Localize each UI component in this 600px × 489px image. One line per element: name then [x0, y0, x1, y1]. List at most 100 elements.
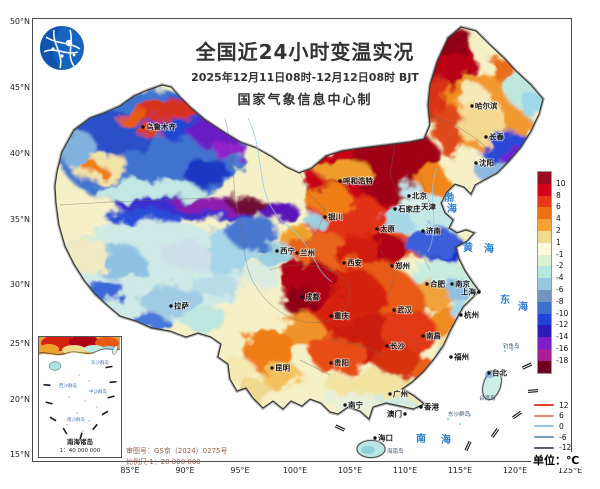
- legend-level-label: -2: [556, 261, 564, 271]
- inset-island-label: 中沙群岛: [89, 388, 107, 395]
- lat-tick-label: 40°N: [9, 149, 30, 158]
- city-label: 拉萨: [174, 301, 189, 311]
- city-dot: [470, 104, 474, 108]
- sea-label: 海: [441, 433, 451, 446]
- color-scale-bar: [537, 171, 552, 374]
- city-dot: [450, 282, 454, 286]
- lon-tick-label: 95°E: [230, 466, 250, 475]
- isoline-value: 6: [559, 411, 564, 421]
- city-dot: [169, 304, 173, 308]
- city-dot: [477, 290, 481, 294]
- city-label: 成都: [305, 292, 320, 302]
- isoline-sample: [534, 446, 554, 449]
- city-label: 武汉: [397, 305, 412, 315]
- city-dot: [329, 361, 333, 365]
- isoline-sample: [534, 414, 554, 417]
- sea-labels-layer: 渤海黄 海东海南海: [416, 191, 528, 446]
- legend-swatch: [538, 313, 551, 326]
- map-scale-note: 比例尺 1：20 000 000: [126, 458, 201, 466]
- isoline-sample: [534, 436, 554, 439]
- city-dot: [385, 344, 389, 348]
- city-label: 北京: [412, 191, 427, 201]
- hainan-island: [355, 439, 387, 459]
- city-dot: [425, 282, 429, 286]
- sea-label: 海: [447, 202, 457, 215]
- lon-tick-label: 115°E: [447, 466, 473, 475]
- legend-level-label: -12: [556, 320, 569, 330]
- city-dot: [419, 405, 423, 409]
- city-label: 广州: [393, 389, 408, 399]
- legend-level-label: -4: [556, 273, 564, 283]
- city-label: 南昌: [426, 331, 441, 341]
- city-label: 杭州: [464, 310, 479, 320]
- legend-swatch: [538, 325, 551, 338]
- city-dot: [343, 403, 347, 407]
- lat-tick-label: 35°N: [9, 215, 30, 224]
- legend-level-label: 10: [556, 178, 566, 188]
- lat-tick-label: 50°N: [9, 17, 30, 26]
- inset-island-label: 东沙群岛: [91, 359, 109, 366]
- city-dot: [421, 334, 425, 338]
- nine-dash-line: [334, 362, 539, 452]
- small-islands: [447, 349, 513, 425]
- city-label: 台北: [492, 368, 507, 378]
- legend-swatch: [538, 278, 551, 290]
- city-label: 济南: [426, 226, 441, 236]
- city-dot: [270, 366, 274, 370]
- legend-swatch: [538, 172, 551, 184]
- legend-level-label: 1: [556, 237, 561, 247]
- inset-island-label: 南沙群岛: [67, 416, 85, 423]
- legend-swatch: [538, 183, 551, 196]
- city-dot: [141, 125, 145, 129]
- legend-level-label: -18: [556, 355, 569, 365]
- city-dot: [392, 308, 396, 312]
- legend-swatch: [538, 301, 551, 314]
- legend-level-label: 8: [556, 190, 561, 200]
- legend-level-label: -8: [556, 296, 564, 306]
- title-agency: 国家气象信息中心制: [237, 93, 373, 108]
- legend-swatch: [538, 254, 551, 267]
- legend-swatch: [538, 207, 551, 220]
- city-label: 合肥: [430, 279, 445, 289]
- lat-tick-label: 20°N: [9, 395, 30, 404]
- sea-label: 东: [500, 293, 510, 306]
- city-label: 沈阳: [479, 158, 494, 168]
- legend-swatch: [538, 360, 551, 373]
- city-label: 西安: [347, 258, 362, 268]
- city-label: 银川: [328, 212, 343, 222]
- city-dot: [323, 215, 327, 219]
- island-label: 东沙群岛: [448, 410, 471, 418]
- city-label: 昆明: [275, 363, 290, 373]
- city-dot: [295, 251, 299, 255]
- isoline-legend-row: -12: [534, 442, 571, 453]
- legend-level-label: 4: [556, 214, 561, 224]
- isoline-value: 0: [559, 421, 564, 431]
- legend-swatch: [538, 242, 551, 255]
- city-dot: [459, 313, 463, 317]
- legend-swatch: [538, 266, 551, 279]
- legend-swatch: [538, 195, 551, 208]
- legend-level-label: -10: [556, 308, 569, 318]
- page-title: 全国近24小时变温实况: [195, 40, 415, 64]
- unit-label: 单位：℃: [531, 452, 582, 468]
- city-dot: [329, 314, 333, 318]
- inset-title: 南海诸岛: [67, 438, 93, 446]
- isoline-sample: [534, 425, 554, 428]
- city-label: 长沙: [390, 341, 405, 351]
- city-label: 西宁: [280, 246, 295, 256]
- province-borders: [59, 114, 496, 376]
- city-label: 哈尔滨: [475, 101, 498, 111]
- city-label: 重庆: [334, 311, 349, 321]
- legend-level-label: -6: [556, 285, 564, 294]
- lon-tick-label: 105°E: [337, 466, 363, 475]
- city-label: 天津: [421, 202, 436, 212]
- city-dot: [487, 371, 491, 375]
- isoline-curves: [247, 117, 438, 283]
- inset-scale: 1：40 000 000: [59, 448, 101, 454]
- isoline-legend: 12 6 0 -6 -12: [534, 400, 571, 453]
- city-label: 乌鲁木齐: [146, 122, 176, 132]
- isoline-sample: [534, 404, 554, 407]
